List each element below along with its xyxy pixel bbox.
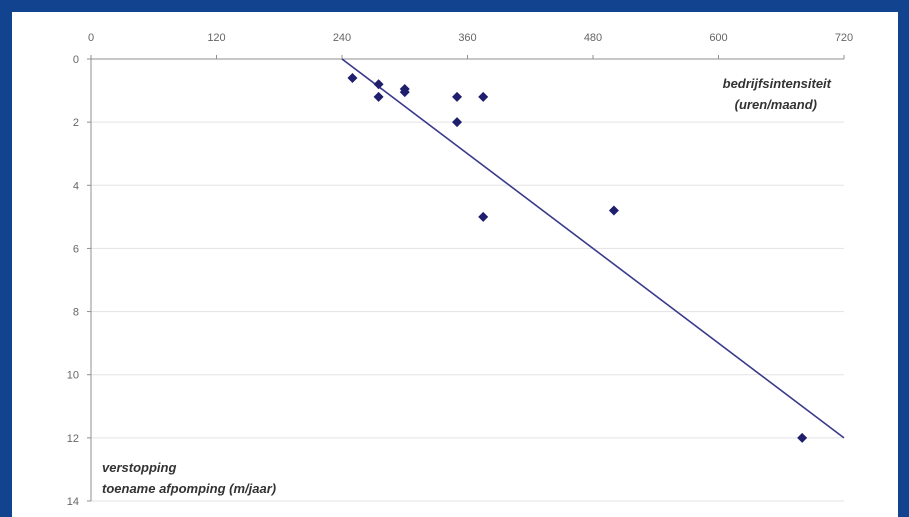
data-point-3 <box>373 91 384 102</box>
x-tick-label-480: 480 <box>584 32 602 44</box>
annotation-toename-afpomping: toename afpomping (m/jaar) <box>102 481 276 496</box>
x-tick-label-360: 360 <box>458 32 476 44</box>
x-tick-label-720: 720 <box>835 32 853 44</box>
annotation-verstopping: verstopping <box>102 460 176 475</box>
x-tick-label-120: 120 <box>207 32 225 44</box>
axes: 0 2 4 6 8 10 12 14 0 120 240 360 480 600 720 <box>67 32 853 508</box>
y-tick-label-0: 0 <box>73 54 79 66</box>
y-tick-label-14: 14 <box>67 496 79 508</box>
data-point-5 <box>399 87 410 98</box>
y-tick-label-10: 10 <box>67 370 79 382</box>
trendline <box>341 58 845 439</box>
data-point-1 <box>347 72 358 83</box>
y-tick-label-8: 8 <box>73 307 79 319</box>
y-tick-label-12: 12 <box>67 433 79 445</box>
y-tick-label-6: 6 <box>73 243 79 255</box>
data-point-8 <box>452 117 463 128</box>
annotation-bedrijfsintensiteit: bedrijfsintensiteit <box>723 76 832 91</box>
data-point-7 <box>478 91 489 102</box>
x-tick-label-240: 240 <box>333 32 351 44</box>
x-tick-label-600: 600 <box>709 32 727 44</box>
data-point-9 <box>478 211 489 222</box>
data-point-11 <box>797 432 808 443</box>
gridlines <box>91 121 844 502</box>
data-point-10 <box>608 205 619 216</box>
data-point-2 <box>373 79 384 90</box>
trendline-group <box>341 58 845 439</box>
data-point-6 <box>452 91 463 102</box>
x-tick-label-0: 0 <box>88 32 94 44</box>
data-points <box>347 72 808 443</box>
annotation-uren-maand: (uren/maand) <box>735 97 817 112</box>
y-tick-label-2: 2 <box>73 117 79 129</box>
y-tick-label-4: 4 <box>73 180 79 192</box>
